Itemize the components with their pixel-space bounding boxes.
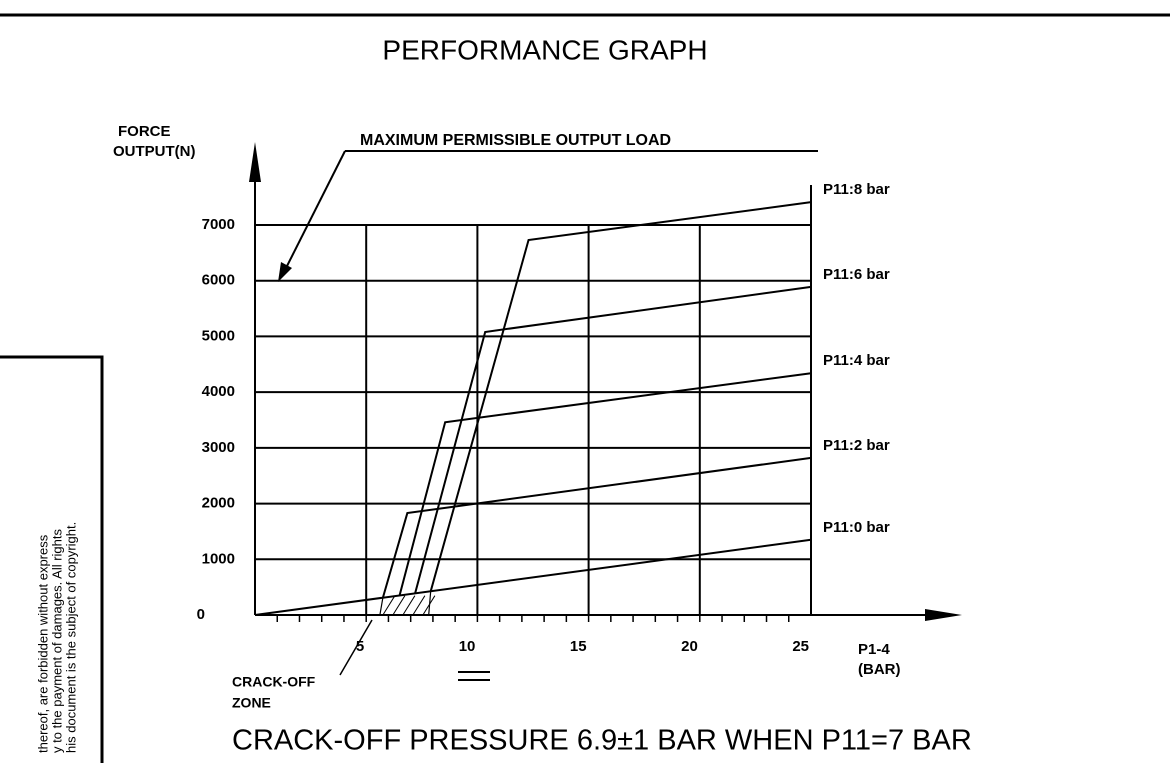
side-note-line: y to the payment of damages. All rights [49, 528, 64, 753]
x-tick-label: 20 [681, 638, 698, 655]
y-tick-label: 4000 [202, 383, 235, 400]
annotation: CRACK-OFF [232, 674, 316, 690]
arrow-head [278, 262, 292, 282]
series-label: P11:2 bar [823, 437, 890, 454]
chart-title: PERFORMANCE GRAPH [382, 34, 707, 65]
series-line [254, 538, 812, 616]
y-tick-label: 1000 [202, 550, 235, 567]
annotation-line [339, 619, 373, 676]
annotation: MAXIMUM PERMISSIBLE OUTPUT LOAD [360, 132, 671, 149]
side-note-line: thereof, are forbidden without express [35, 534, 50, 753]
y-tick-label: 3000 [202, 439, 235, 456]
y-tick-label: 2000 [202, 495, 235, 512]
annotation: ZONE [232, 695, 271, 711]
y-tick-label: 0 [197, 606, 205, 623]
hatch [402, 595, 416, 616]
x-axis-label: (BAR) [858, 661, 901, 678]
series-line [398, 372, 812, 596]
series-line [414, 285, 812, 594]
x-tick-label: 15 [570, 638, 587, 655]
side-note: thereof, are forbidden without express y… [35, 522, 78, 753]
hatch [382, 595, 396, 616]
hatch [422, 595, 436, 616]
series-line [381, 456, 812, 599]
y-tick-label: 5000 [202, 327, 235, 344]
series-line [429, 201, 812, 592]
hatch [392, 595, 406, 616]
x-axis-label: P1-4 [858, 641, 890, 658]
series-label: P11:4 bar [823, 352, 890, 369]
x-axis-arrow [925, 609, 962, 621]
y-axis-arrow [249, 142, 261, 182]
series-label: P11:6 bar [823, 266, 890, 283]
hatch [412, 595, 426, 616]
side-box [0, 355, 104, 763]
footer: CRACK-OFF PRESSURE 6.9±1 BAR WHEN P11=7 … [232, 725, 972, 757]
x-tick-label: 25 [792, 638, 809, 655]
y-axis-label: OUTPUT(N) [113, 143, 196, 160]
series-label: P11:8 bar [823, 181, 890, 198]
y-axis-label: FORCE [118, 123, 171, 140]
annotation-arrow [284, 150, 346, 271]
y-tick-label: 6000 [202, 272, 235, 289]
side-note-line: his document is the subject of copyright… [63, 522, 78, 753]
x-tick-label: 5 [356, 638, 364, 655]
series-label: P11:0 bar [823, 519, 890, 536]
y-tick-label: 7000 [202, 216, 235, 233]
x-tick-label: 10 [459, 638, 476, 655]
